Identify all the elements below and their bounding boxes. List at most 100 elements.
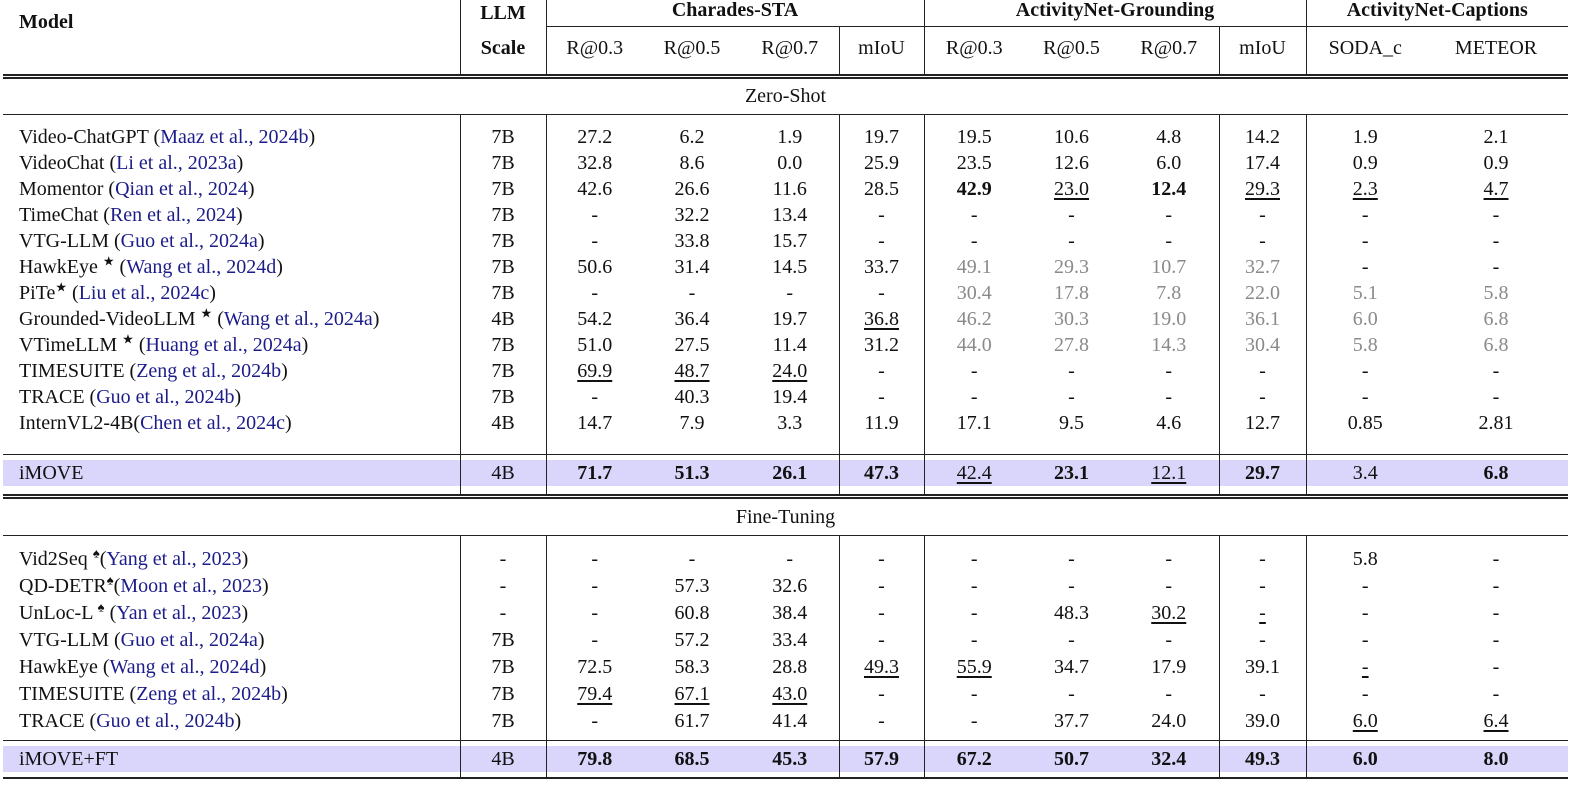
metric-value: 0.0	[777, 152, 803, 174]
metric-value: -	[923, 626, 1024, 653]
citation: Guo et al., 2024b	[96, 709, 235, 732]
model-marker: ♠	[92, 544, 100, 560]
spacer-cell	[643, 535, 741, 545]
metric-value: 15.7	[772, 230, 808, 252]
llm-scale: 7B	[459, 384, 546, 410]
metric-value: -	[1068, 230, 1075, 252]
metric-value: 6.4	[1483, 709, 1509, 732]
metric-value: 17.4	[1218, 150, 1307, 176]
metric-value: -	[1492, 655, 1500, 678]
metric-value: 10.6	[1054, 126, 1089, 148]
llm-scale: 7B	[459, 332, 546, 358]
metric-value: -	[1492, 230, 1500, 252]
group-header: Charades-STA	[545, 0, 924, 27]
metric-value: -	[1218, 202, 1307, 228]
table-row: VTG-LLM (Guo et al., 2024a) 7B -33.8 15.7- -…	[3, 228, 1568, 254]
metric-value: 7.8	[1156, 282, 1182, 304]
llm-scale: -	[459, 545, 546, 572]
metric-value: 14.7	[545, 410, 643, 436]
spacer-cell	[923, 486, 1024, 499]
metric-value: 17.9	[1151, 655, 1187, 678]
metric-value: -	[1068, 386, 1075, 408]
spacer-cell	[459, 436, 546, 455]
spacer-cell	[1024, 734, 1119, 741]
metric-header: R@0.5	[643, 26, 741, 79]
metric-value: 36.8	[838, 306, 924, 332]
metric-value: -	[923, 384, 1024, 410]
spacer-cell	[741, 772, 839, 779]
table-row: TRACE (Guo et al., 2024b) 7B -61.7 41.4- -37…	[3, 707, 1568, 734]
metric-header: METEOR	[1424, 26, 1569, 79]
spacer-cell	[1424, 535, 1568, 545]
metric-value: -	[545, 280, 643, 306]
table-row: VideoChat (Li et al., 2023a) 7B 32.8 8.6 0.0…	[3, 150, 1568, 176]
llm-scale: 4B	[459, 306, 546, 332]
metric-value: -	[1492, 682, 1500, 705]
model-name: VideoChat (Li et al., 2023a)	[19, 152, 244, 174]
table-row: TIMESUITE (Zeng et al., 2024b) 7B 79.4 67.1…	[3, 680, 1568, 707]
table-row: Zero-Shot	[3, 76, 1569, 115]
spacer-cell	[838, 114, 924, 124]
metric-value: 42.4	[923, 460, 1024, 486]
metric-value: 33.8	[674, 230, 710, 252]
spacer-cell	[1305, 114, 1425, 124]
metric-value: 49.3	[838, 653, 924, 680]
metric-value: -	[545, 707, 643, 734]
spacer-cell	[741, 734, 839, 741]
metric-value: 12.1	[1119, 460, 1219, 486]
model-name: VTimeLLM ★ (Huang et al., 2024a)	[19, 331, 309, 356]
metric-value: -	[1165, 547, 1173, 570]
metric-value: -	[1165, 230, 1173, 252]
metric-value: -	[1492, 574, 1500, 597]
metric-value: 68.5	[643, 746, 741, 772]
model-name: HawkEye (Wang et al., 2024d)	[19, 655, 267, 678]
table-row	[3, 740, 1568, 746]
metric-value: 67.1	[674, 682, 710, 705]
llm-scale: 7B	[459, 150, 546, 176]
spacer-cell	[545, 740, 643, 746]
metric-value: 57.9	[838, 746, 924, 772]
spacer-cell	[643, 772, 741, 779]
metric-value: 46.2	[923, 306, 1024, 332]
spacer-cell	[838, 740, 924, 746]
citation: Zeng et al., 2024b	[136, 682, 282, 705]
metric-value: 24.0	[1151, 709, 1187, 732]
metric-value: -	[1068, 547, 1075, 570]
metric-value: -	[688, 547, 696, 570]
spacer-cell	[1424, 772, 1569, 779]
table-row: InternVL2-4B(Chen et al., 2024c) 4B 14.7 7.…	[3, 410, 1568, 436]
table-row	[3, 772, 1569, 779]
spacer-cell	[741, 436, 839, 455]
spacer-cell	[545, 734, 643, 741]
metric-value: 79.8	[545, 746, 643, 772]
metric-value: 12.7	[1218, 410, 1307, 436]
metric-value: 2.3	[1305, 176, 1425, 202]
spacer-cell	[1218, 114, 1307, 124]
metric-value: 1.9	[1305, 124, 1425, 150]
group-title: Charades-STA	[671, 0, 799, 21]
group-title: ActivityNet-Captions	[1346, 0, 1528, 21]
metric-value: 49.3	[1218, 746, 1307, 772]
metric-value: 6.0	[1305, 306, 1425, 332]
table-row: Model LLM Charades-STA ActivityNet-Groundin…	[3, 0, 1569, 79]
llm-scale: 7B	[459, 653, 546, 680]
metric-value: 29.3	[1218, 176, 1307, 202]
metric-value: -	[838, 228, 924, 254]
spacer-cell	[459, 740, 546, 746]
spacer-cell	[459, 114, 546, 124]
metric-value: -	[545, 202, 643, 228]
metric-value: 34.7	[1054, 655, 1089, 678]
metric-value: -	[1068, 204, 1075, 226]
metric-value: 40.3	[674, 386, 710, 408]
metric-value: 6.0	[1305, 746, 1425, 772]
metric-value: 33.4	[772, 628, 808, 651]
metric-value: -	[1305, 653, 1425, 680]
metric-header: R@0.7	[1119, 26, 1219, 79]
spacer-cell	[545, 486, 643, 499]
spacer-cell	[741, 486, 839, 499]
llm-scale: 7B	[459, 176, 546, 202]
metric-value: 37.7	[1054, 709, 1089, 732]
citation: Moon et al., 2023	[120, 574, 262, 597]
metric-value: 30.4	[1218, 332, 1307, 358]
metric-value: -	[838, 202, 924, 228]
